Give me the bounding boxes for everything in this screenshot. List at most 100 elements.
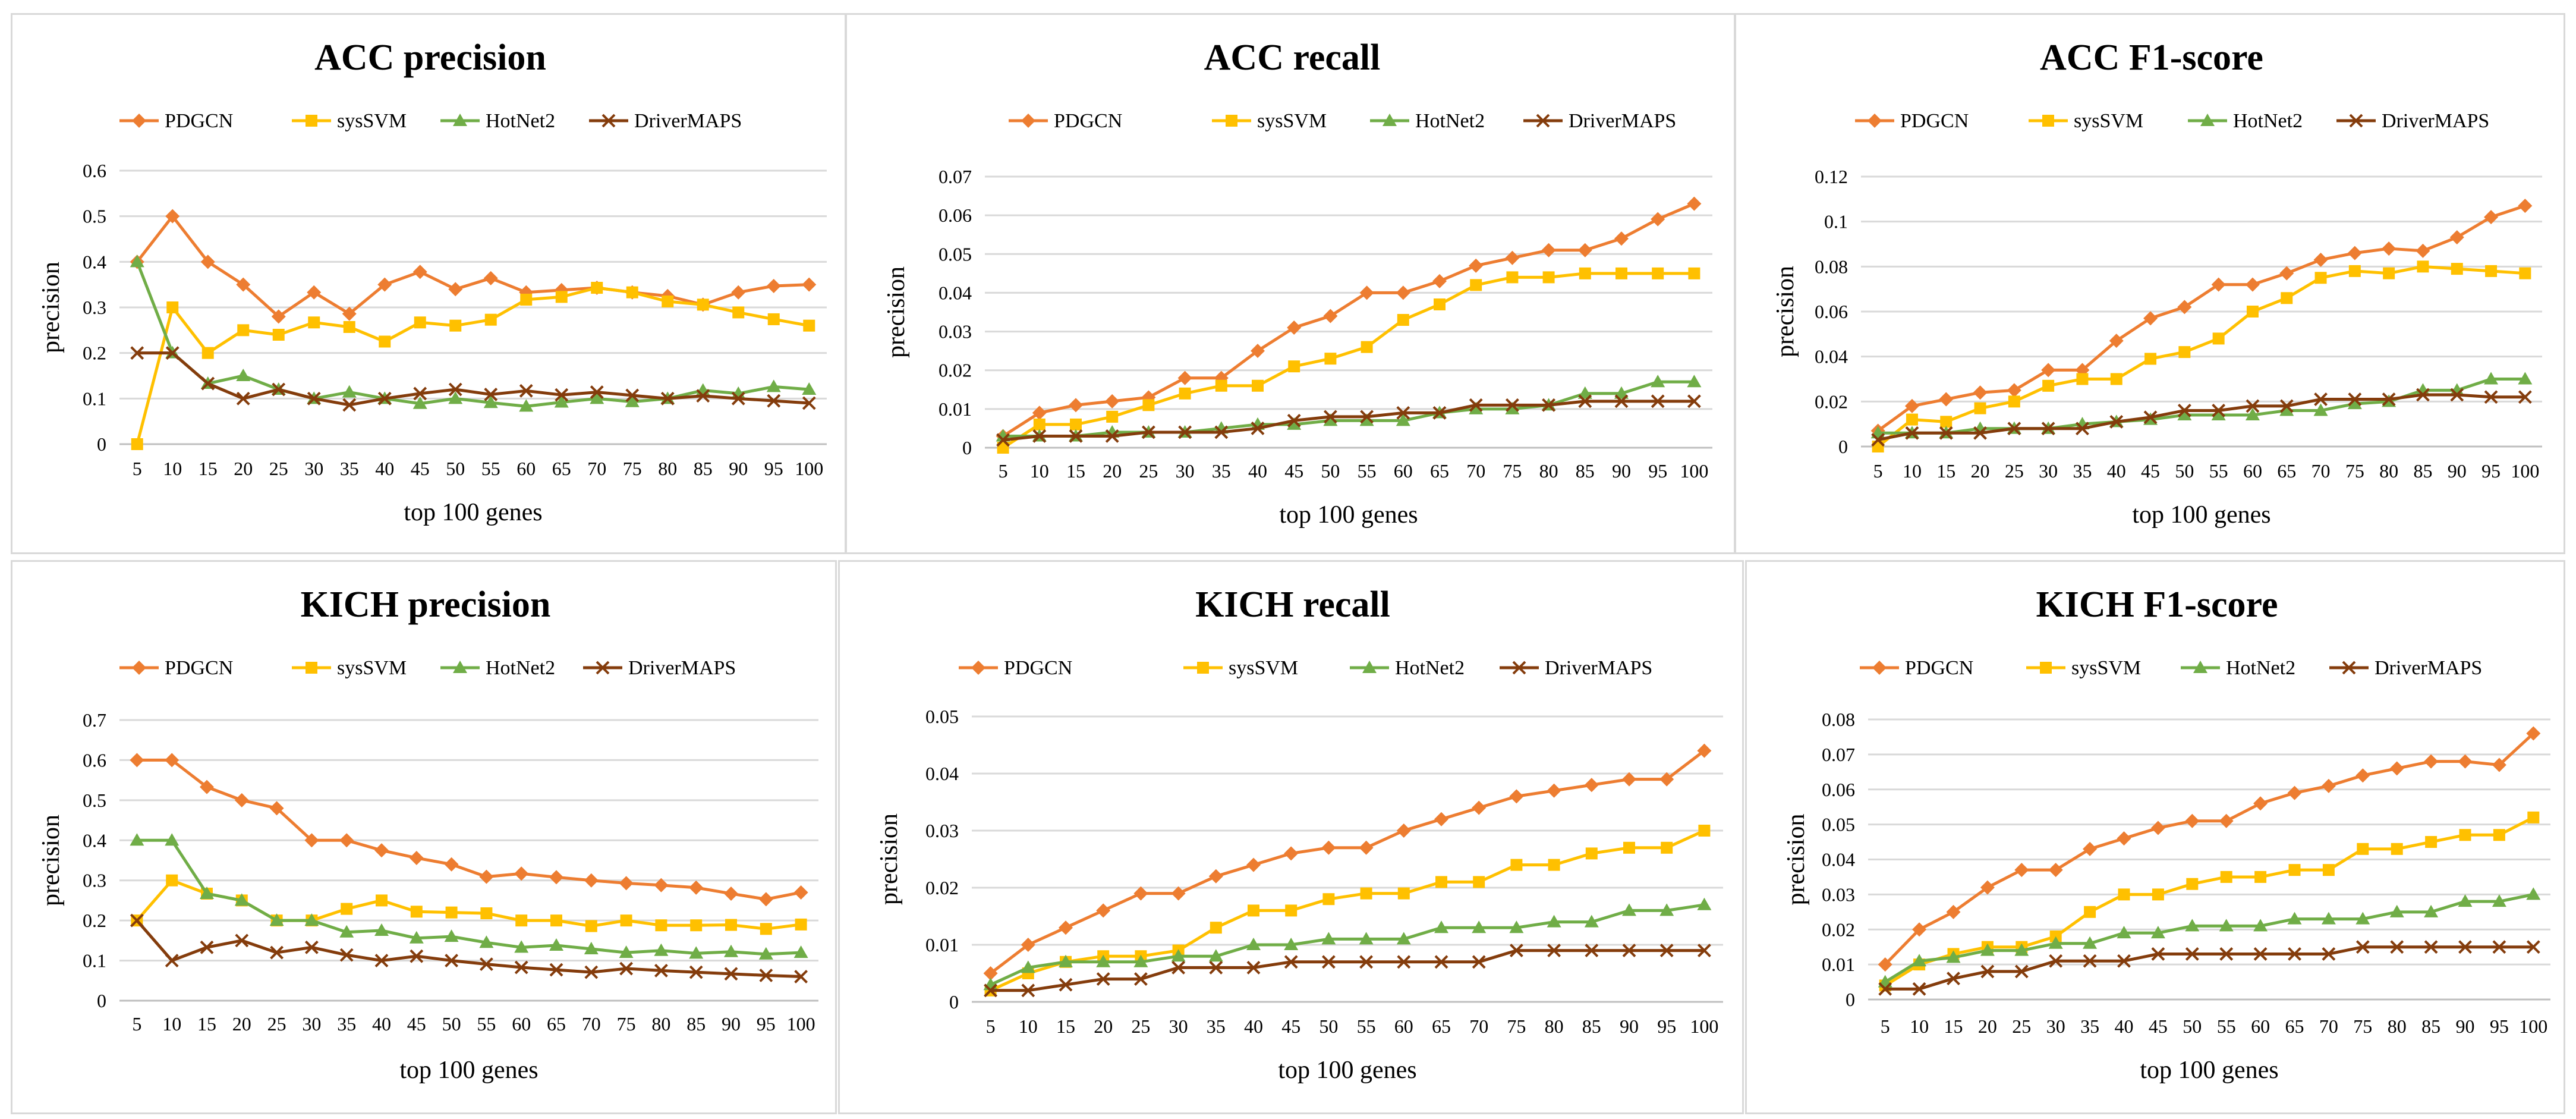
legend-label: PDGCN — [165, 657, 233, 679]
y-tick-label: 0.03 — [925, 820, 959, 841]
chart-acc-recall: ACC recall PDGCN sysSVM HotNet2 DriverMAPS 0 0… — [883, 37, 1712, 529]
x-tick-label: 50 — [2183, 1016, 2202, 1037]
data-point-drivermaps — [1359, 955, 1374, 969]
data-point-syssvm — [515, 914, 528, 927]
data-point-drivermaps — [1947, 972, 1960, 986]
x-tick-label: 5 — [986, 1016, 996, 1037]
x-tick-label: 80 — [2388, 1016, 2407, 1037]
data-point-hotnet2 — [339, 925, 354, 938]
data-point-drivermaps — [1505, 398, 1519, 412]
data-point-pdgcn — [1432, 274, 1447, 288]
x-tick-label: 25 — [269, 458, 288, 479]
data-point-hotnet2 — [1946, 950, 1961, 963]
data-point-syssvm — [1615, 267, 1627, 279]
legend-label: HotNet2 — [2226, 657, 2295, 679]
data-point-drivermaps — [1246, 960, 1261, 975]
data-point-hotnet2 — [1584, 914, 1599, 928]
data-point-drivermaps — [1659, 944, 1674, 958]
chart-title: KICH F1-score — [2036, 584, 2278, 625]
y-tick-label: 0.05 — [939, 243, 972, 265]
data-point-drivermaps — [2041, 422, 2055, 436]
legend-entry-syssvm: sysSVM — [1212, 110, 1327, 132]
data-point-syssvm — [2288, 864, 2301, 876]
x-axis-label: top 100 genes — [399, 1057, 538, 1084]
data-point-drivermaps — [2076, 422, 2089, 436]
y-tick-label: 0.1 — [1824, 211, 1848, 232]
data-point-pdgcn — [2416, 243, 2430, 258]
data-point-drivermaps — [2177, 404, 2191, 417]
data-point-drivermaps — [1509, 944, 1523, 958]
data-point-pdgcn — [619, 876, 634, 891]
data-point-syssvm — [2152, 888, 2164, 901]
data-point-pdgcn — [2458, 754, 2473, 769]
data-point-drivermaps — [549, 963, 563, 977]
data-point-pdgcn — [1622, 772, 1636, 787]
legend-entry-pdgcn: PDGCN — [1855, 110, 1969, 132]
data-point-pdgcn — [802, 277, 817, 292]
data-point-pdgcn — [1697, 743, 1712, 758]
data-point-syssvm — [2254, 870, 2267, 883]
data-point-hotnet2 — [1622, 903, 1636, 916]
data-point-drivermaps — [1578, 394, 1592, 408]
y-tick-label: 0.4 — [83, 829, 106, 851]
legend-marker-triangle-icon — [2193, 661, 2207, 673]
data-point-hotnet2 — [2253, 919, 2268, 932]
data-point-hotnet2 — [2177, 408, 2192, 421]
x-tick-label: 15 — [199, 458, 218, 479]
legend-marker-triangle-icon — [1383, 114, 1397, 126]
chart-kich-precision: KICH precision PDGCN sysSVM HotNet2 DriverMA… — [37, 584, 818, 1084]
data-point-syssvm — [655, 919, 667, 932]
y-tick-label: 0.2 — [83, 342, 106, 364]
data-point-drivermaps — [1287, 413, 1301, 428]
x-tick-label: 100 — [795, 458, 823, 479]
data-point-drivermaps — [2151, 947, 2165, 961]
x-tick-label: 75 — [2353, 1016, 2372, 1037]
chart-panel-kich-precision: KICH precision PDGCN sysSVM HotNet2 DriverMA… — [11, 560, 837, 1114]
data-point-hotnet2 — [200, 886, 214, 899]
series-line-hotnet2 — [1884, 892, 2534, 983]
legend-label: PDGCN — [1004, 657, 1072, 679]
data-point-drivermaps — [2492, 940, 2506, 954]
data-point-syssvm — [1435, 876, 1447, 888]
x-tick-label: 15 — [1066, 460, 1085, 482]
series-hotnet2 — [983, 897, 1712, 991]
data-point-pdgcn — [2518, 199, 2533, 213]
data-point-hotnet2 — [519, 399, 534, 412]
data-point-syssvm — [1142, 399, 1155, 411]
data-point-pdgcn — [1547, 783, 1561, 798]
x-tick-label: 85 — [2421, 1016, 2440, 1037]
legend-entry-hotnet2: HotNet2 — [1370, 110, 1485, 132]
data-point-syssvm — [449, 319, 462, 332]
x-tick-label: 40 — [2115, 1016, 2134, 1037]
x-tick-label: 55 — [481, 458, 500, 479]
data-point-drivermaps — [1032, 429, 1047, 443]
data-point-syssvm — [520, 293, 533, 306]
data-point-drivermaps — [1321, 955, 1336, 969]
x-tick-label: 70 — [582, 1013, 601, 1035]
data-point-syssvm — [697, 298, 709, 311]
data-point-pdgcn — [2382, 241, 2397, 256]
legend-label: PDGCN — [1054, 110, 1122, 132]
data-point-hotnet2 — [1472, 920, 1487, 933]
data-point-pdgcn — [1105, 394, 1120, 408]
data-point-pdgcn — [654, 878, 669, 892]
data-point-hotnet2 — [234, 893, 249, 906]
data-point-pdgcn — [2287, 785, 2302, 800]
data-point-drivermaps — [1141, 425, 1155, 439]
x-tick-label: 60 — [517, 458, 536, 479]
data-point-pdgcn — [1251, 344, 1265, 359]
legend-label: HotNet2 — [486, 657, 555, 679]
data-point-pdgcn — [1359, 840, 1374, 855]
y-tick-label: 0.02 — [939, 360, 972, 381]
data-point-drivermaps — [759, 969, 773, 982]
legend-entry-syssvm: sysSVM — [2029, 110, 2143, 132]
y-tick-label: 0 — [1846, 989, 1855, 1010]
data-point-drivermaps — [374, 954, 389, 967]
data-point-drivermaps — [1469, 398, 1483, 412]
legend-marker-triangle-icon — [2200, 114, 2215, 126]
x-tick-label: 45 — [2149, 1016, 2168, 1037]
x-tick-label: 45 — [411, 458, 430, 479]
x-tick-label: 5 — [132, 1013, 141, 1035]
data-point-hotnet2 — [2321, 911, 2336, 925]
x-tick-label: 35 — [340, 458, 359, 479]
